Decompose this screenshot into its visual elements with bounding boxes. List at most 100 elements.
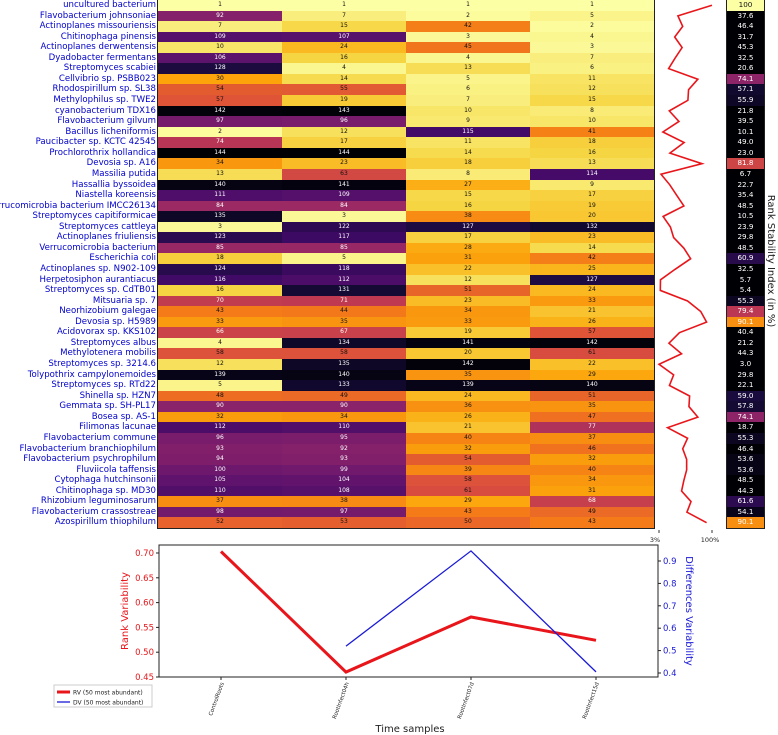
heatmap-cell: 124	[158, 264, 282, 275]
heatmap-cell: 11	[406, 137, 530, 148]
heatmap-cell: 33	[530, 295, 654, 307]
rank-stability-cell: 44.3	[727, 348, 764, 360]
taxon-label: Verrucomicrobia bacterium IMCC26134	[0, 200, 156, 211]
heatmap-cell: 99	[282, 464, 406, 476]
heatmap-cell: 135	[158, 211, 282, 222]
heatmap-cell: 15	[530, 95, 654, 106]
heatmap-cell: 110	[158, 485, 282, 497]
taxon-label: Gemmata sp. SH-PL17	[59, 401, 156, 412]
taxon-label: Flavobacterium crassostreae	[31, 506, 156, 517]
heatmap-cell: 143	[282, 105, 406, 117]
heatmap-cell: 140	[282, 369, 406, 381]
taxon-label: Actinoplanes friuliensis	[56, 232, 156, 243]
rank-stability-cell: 18.7	[727, 422, 764, 433]
heatmap-cell: 142	[406, 359, 530, 370]
rank-stability-cell: 5.4	[727, 285, 764, 296]
heatmap-cell: 49	[530, 506, 654, 518]
heatmap-cell: 40	[530, 464, 654, 476]
heatmap-cell: 93	[282, 454, 406, 465]
taxon-label: Actinoplanes derwentensis	[40, 42, 156, 53]
left-axis-title: Rank Variability	[120, 572, 131, 650]
heatmap-cell: 3	[158, 221, 282, 233]
taxon-label: Streptomyces albus	[70, 337, 156, 348]
right-tick-label: 0.6	[663, 624, 677, 634]
heatmap-cell: 19	[282, 95, 406, 106]
heatmap-cell: 25	[530, 264, 654, 275]
taxon-label: Methylotenera mobilis	[60, 348, 156, 359]
heatmap-cell: 3	[406, 31, 530, 43]
heatmap-cell: 2	[406, 10, 530, 22]
heatmap-cell: 51	[406, 285, 530, 296]
heatmap-cell: 106	[158, 52, 282, 64]
heatmap-cell: 13	[406, 63, 530, 74]
heatmap-cell: 27	[406, 179, 530, 191]
heatmap-cell: 7	[282, 10, 406, 22]
heatmap-cell: 1	[406, 0, 530, 11]
heatmap-cell: 22	[406, 264, 530, 275]
heatmap-cell: 96	[158, 432, 282, 444]
heatmap-cell: 5	[282, 253, 406, 264]
heatmap-cell: 54	[406, 454, 530, 465]
heatmap-cell: 127	[406, 221, 530, 233]
taxon-label: Escherichia coli	[89, 253, 156, 264]
heatmap-cell: 42	[530, 253, 654, 264]
heatmap-cell: 5	[158, 380, 282, 391]
rank-stability-cell: 46.4	[727, 443, 764, 455]
heatmap-cell: 18	[530, 137, 654, 148]
taxon-label: Streptomyces capitiformicae	[32, 211, 156, 222]
heatmap-cell: 133	[282, 380, 406, 391]
heatmap-cell: 32	[158, 411, 282, 423]
right-axis-title: Differences Variability	[683, 556, 694, 666]
heatmap-cell: 61	[530, 348, 654, 360]
taxon-label: Mitsuaria sp. 7	[92, 295, 156, 306]
heatmap-cell: 12	[282, 126, 406, 138]
heatmap-cell: 45	[406, 42, 530, 53]
taxon-label: Chitinophaga sp. MD30	[55, 485, 156, 496]
rank-stability-cell: 31.7	[727, 31, 764, 43]
heatmap-cell: 111	[158, 190, 282, 201]
heatmap-cell: 63	[282, 168, 406, 180]
heatmap-cell: 109	[158, 31, 282, 43]
rank-stability-cell: 55.9	[727, 95, 764, 106]
taxon-label: Bacillus licheniformis	[65, 126, 156, 137]
heatmap-cell: 4	[282, 63, 406, 74]
heatmap-cell: 92	[282, 443, 406, 455]
rank-stability-cell: 3.0	[727, 359, 764, 370]
heatmap-cell: 84	[282, 200, 406, 212]
heatmap-cell: 128	[158, 63, 282, 74]
heatmap-cell: 37	[158, 496, 282, 507]
rank-stability-cell: 57.1	[727, 84, 764, 96]
rank-stability-column: 100 37.6 46.4 31.7 45.3 32.5 20.6 74.1 57.1 55.9 2…	[726, 0, 765, 529]
heatmap-cell: 26	[530, 316, 654, 328]
rank-stability-cell: 90.1	[727, 517, 764, 528]
heatmap-cell: 21	[530, 306, 654, 317]
heatmap-cell: 39	[406, 464, 530, 476]
heatmap-cell: 107	[282, 31, 406, 43]
taxon-label: Bosea sp. AS-1	[91, 411, 156, 422]
heatmap-cell: 66	[158, 327, 282, 338]
heatmap-cell: 14	[406, 147, 530, 159]
heatmap-cell: 35	[530, 401, 654, 412]
heatmap-cell: 70	[158, 295, 282, 307]
taxon-label: Shinella sp. HZN7	[79, 390, 156, 401]
rank-stability-cell: 45.3	[727, 42, 764, 53]
rank-stability-cell: 21.2	[727, 337, 764, 349]
heatmap-cell: 144	[282, 147, 406, 159]
x-axis-title: Time samples	[374, 724, 444, 735]
heatmap-cell: 97	[158, 116, 282, 127]
rank-stability-cell: 48.5	[727, 475, 764, 486]
heatmap-cell: 97	[282, 506, 406, 518]
heatmap-cell: 44	[282, 306, 406, 317]
rank-stability-cell: 59.0	[727, 390, 764, 402]
rank-stability-cell: 46.4	[727, 21, 764, 32]
plot-frame	[158, 544, 659, 678]
heatmap-cell: 123	[158, 232, 282, 243]
rank-stability-cell: 61.6	[727, 496, 764, 507]
heatmap-cell: 112	[158, 422, 282, 433]
rank-stability-cell: 74.1	[727, 73, 764, 85]
right-tick-label: 0.4	[663, 669, 677, 679]
taxon-label: Massilia putida	[91, 168, 156, 179]
heatmap-cell: 20	[530, 211, 654, 222]
